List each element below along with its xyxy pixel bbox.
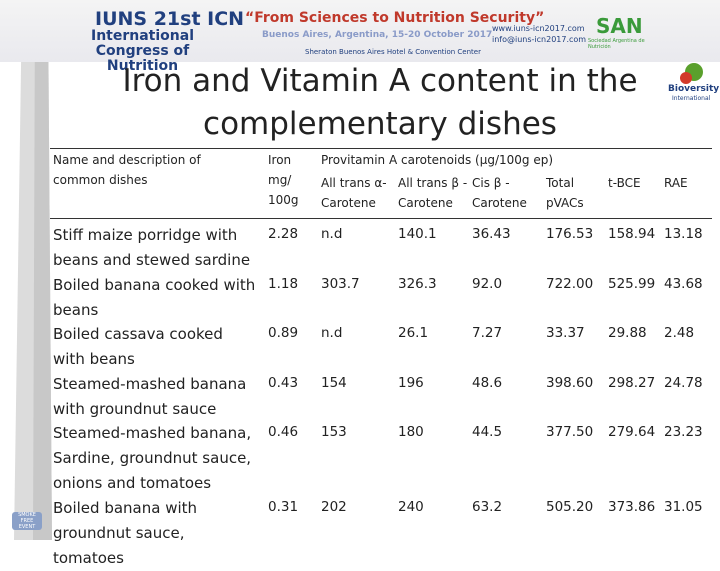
table-cell: 0.31 — [268, 499, 299, 515]
table-cell: 373.86 — [608, 499, 656, 515]
table-cell: 158.94 — [608, 226, 656, 242]
table-cell: 63.2 — [472, 499, 503, 515]
table-cell: 92.0 — [472, 276, 503, 292]
table-cell: 202 — [321, 499, 347, 515]
table-cell: 176.53 — [546, 226, 594, 242]
sub-column-header: All trans β -Carotene — [398, 176, 468, 210]
obelisk — [14, 0, 52, 540]
slide-title: Iron and Vitamin A content in the comple… — [122, 63, 638, 142]
congress: IUNS 21st ICN — [95, 8, 245, 30]
table-cell: 326.3 — [398, 276, 437, 292]
table-cell: 140.1 — [398, 226, 437, 242]
table-cell: 298.27 — [608, 375, 656, 391]
table-cell: 0.89 — [268, 325, 299, 341]
table-cell: 0.43 — [268, 375, 299, 391]
table-cell: 279.64 — [608, 424, 656, 440]
table-cell: 7.27 — [472, 325, 503, 341]
table-cell: 0.46 — [268, 424, 299, 440]
dish-name: Boiled cassava cooked with beans — [53, 325, 223, 368]
table-cell: 31.05 — [664, 499, 703, 515]
table-cell: 196 — [398, 375, 424, 391]
table-cell: 398.60 — [546, 375, 594, 391]
san-name: Sociedad Argentina de Nutrición — [588, 38, 645, 50]
column-header: Provitamin A carotenoids (µg/100g ep) — [321, 153, 554, 167]
venue: Sheraton Buenos Aires Hotel & Convention… — [305, 48, 481, 56]
table-cell: 36.43 — [472, 226, 511, 242]
smoke-free-badge: SMOKE FREE EVENT — [12, 512, 42, 530]
table-cell: 24.78 — [664, 375, 703, 391]
table-cell: 44.5 — [472, 424, 503, 440]
dish-name: Steamed-mashed banana, Sardine, groundnu… — [53, 424, 252, 492]
column-header: Iron mg/ 100g — [268, 153, 299, 207]
table-cell: 2.28 — [268, 226, 299, 242]
table-cell: 377.50 — [546, 424, 594, 440]
table-cell: 23.23 — [664, 424, 703, 440]
table-cell: 525.99 — [608, 276, 656, 292]
table-cell: 180 — [398, 424, 424, 440]
table-top-rule — [50, 148, 712, 149]
sub-column-header: t-BCE — [608, 176, 641, 190]
table-cell: 303.7 — [321, 276, 360, 292]
table-cell: 722.00 — [546, 276, 594, 292]
table-cell: 33.37 — [546, 325, 585, 341]
table-cell: 43.68 — [664, 276, 703, 292]
table-cell: 1.18 — [268, 276, 299, 292]
table-cell: 2.48 — [664, 325, 695, 341]
sub-column-header: All trans α-Carotene — [321, 176, 387, 210]
table-cell: n.d — [321, 325, 343, 341]
bioversity-icon — [680, 63, 703, 84]
dish-name: Stiff maize porridge with beans and stew… — [53, 226, 251, 269]
table-cell: 240 — [398, 499, 424, 515]
banner: IUNS 21st ICN International Congress of … — [0, 0, 720, 74]
table-cell: 26.1 — [398, 325, 429, 341]
dish-name: Boiled banana cooked with beans — [53, 276, 256, 319]
san-logo: SAN — [596, 14, 643, 38]
congress-name: International Congress of Nutrition — [90, 28, 194, 74]
table-cell: 154 — [321, 375, 347, 391]
table-cell: 505.20 — [546, 499, 594, 515]
sub-column-header: RAE — [664, 176, 688, 190]
dish-name: Boiled banana with groundnut sauce, toma… — [53, 499, 198, 567]
table-cell: 29.88 — [608, 325, 647, 341]
email: info@iuns-icn2017.com — [492, 35, 587, 44]
table-cell: 153 — [321, 424, 347, 440]
web: www.iuns-icn2017.com — [492, 24, 585, 33]
column-header: Name and description of common dishes — [53, 153, 201, 187]
table-cell: n.d — [321, 226, 343, 242]
dish-name: Steamed-mashed banana with groundnut sau… — [53, 375, 247, 418]
place: Buenos Aires, Argentina, 15-20 October 2… — [262, 30, 493, 40]
bioversity: Bioversity — [668, 84, 720, 94]
table-cell: 48.6 — [472, 375, 503, 391]
table-cell: 13.18 — [664, 226, 703, 242]
table: Name and description of common dishes Iro… — [50, 148, 712, 567]
motto: “From Sciences to Nutrition Security” — [245, 10, 545, 26]
sub-column-header: Cis β -Carotene — [472, 176, 527, 210]
bioversity-sub: International — [672, 95, 711, 102]
table-header-rule — [50, 218, 712, 219]
sub-column-header: Total pVACs — [546, 176, 584, 210]
